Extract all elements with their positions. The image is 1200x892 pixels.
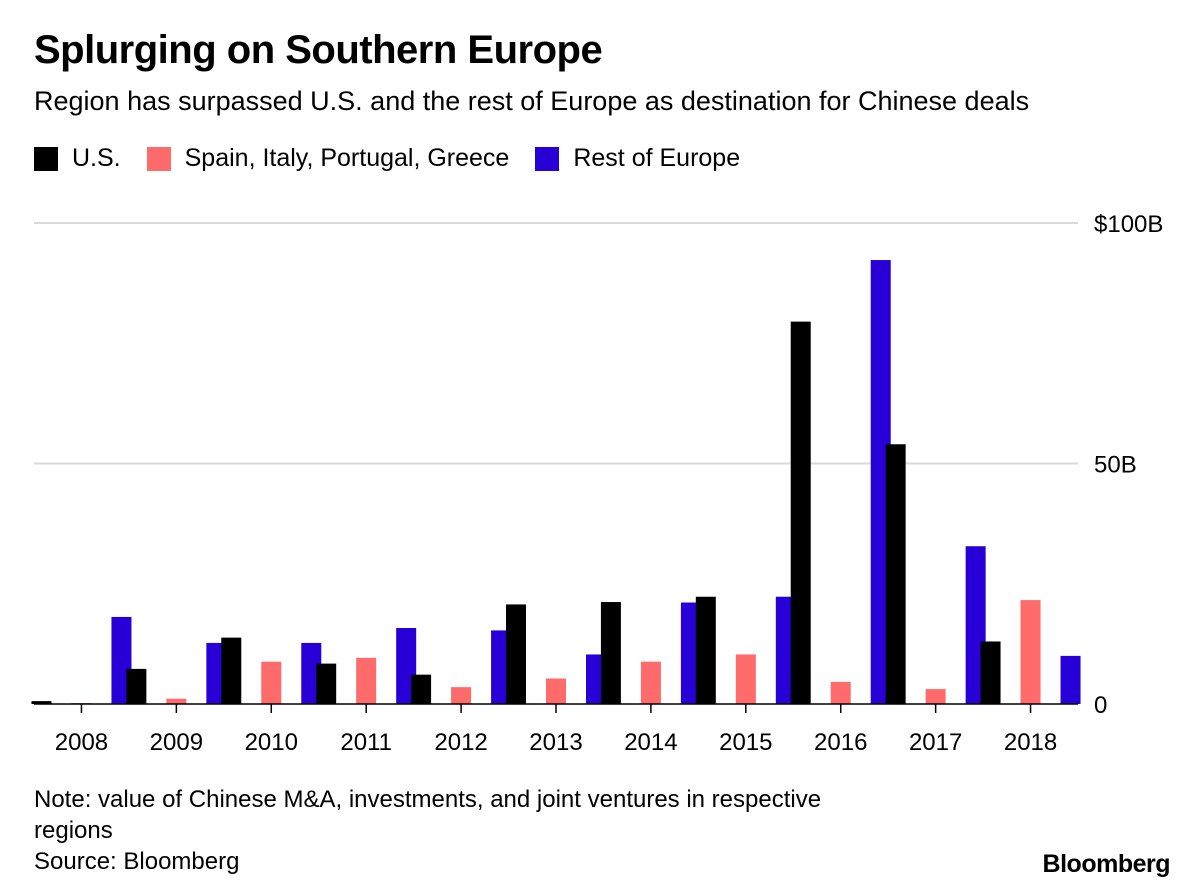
bar-u-s-2017 [885,444,906,704]
legend-item-southern-europe: Spain, Italy, Portugal, Greece [146,144,510,173]
source-line: Source: Bloomberg [34,848,240,875]
bar-u-s-2013 [506,604,526,704]
x-tick-label: 2015 [719,729,772,756]
x-tick-label: 2018 [1004,729,1057,756]
x-tick-label: 2017 [909,729,962,756]
legend-item-us: U.S. [34,144,121,173]
bar-u-s-2012 [411,674,432,704]
x-tick-label: 2009 [150,729,203,756]
note-line: Note: value of Chinese M&A, investments,… [34,786,822,813]
bar-u-s-2015 [695,596,716,704]
legend-swatch-rest-of-europe [535,146,560,171]
legend-label-rest-of-europe: Rest of Europe [573,144,741,172]
chart-subtitle: Region has surpassed U.S. and the rest o… [34,86,1030,116]
y-tick-label: $100B [1094,211,1163,238]
bloomberg-logo: Bloomberg [1042,850,1171,878]
note-line: regions [34,817,113,844]
axes: $100B 50B 0 2008 2009 2010 2011 2012 2013 2014 201… [34,211,1163,756]
bar-spain-italy-portugal-greece-2009 [166,698,187,704]
chart-legend: U.S. Spain, Italy, Portugal, Greece Rest… [34,144,766,173]
bar-spain-italy-portugal-greece-2018 [1020,600,1041,704]
bar-spain-italy-portugal-greece-2013 [546,678,566,704]
chart-note: Note: value of Chinese M&A, investments,… [34,784,934,877]
bar-spain-italy-portugal-greece-2015 [735,654,756,704]
x-tick-label: 2013 [529,729,582,756]
bars [31,260,1081,704]
bar-u-s-2014 [600,602,621,704]
bar-spain-italy-portugal-greece-2012 [451,687,472,704]
bar-u-s-2018 [980,641,1001,704]
legend-swatch-us [34,146,58,171]
x-tick-label: 2012 [434,729,487,756]
legend-label-southern-europe: Spain, Italy, Portugal, Greece [184,144,510,172]
x-tick-label: 2016 [814,729,867,756]
y-tick-label: 0 [1094,692,1107,719]
legend-label-us: U.S. [72,144,121,172]
y-tick-label: 50B [1094,452,1137,479]
gridlines [34,222,1078,465]
bar-u-s-2009 [126,668,147,704]
x-tick-label: 2011 [340,729,392,756]
bar-u-s-2008 [31,701,52,704]
chart-title: Splurging on Southern Europe [34,28,603,72]
bar-spain-italy-portugal-greece-2016 [830,681,851,704]
bar-spain-italy-portugal-greece-2010 [261,661,282,704]
x-tick-label: 2014 [624,729,677,756]
legend-swatch-southern-europe [146,146,171,171]
bar-spain-italy-portugal-greece-2014 [640,661,661,704]
bar-u-s-2010 [221,637,242,704]
bar-u-s-2016 [790,321,811,704]
bar-rest-of-europe-2018 [1060,655,1081,704]
bar-spain-italy-portugal-greece-2011 [356,657,377,704]
x-tick-label: 2010 [245,729,298,756]
bar-spain-italy-portugal-greece-2017 [925,689,946,704]
x-tick-label: 2008 [55,729,108,756]
bar-u-s-2011 [316,663,337,704]
legend-item-rest-of-europe: Rest of Europe [535,144,740,173]
